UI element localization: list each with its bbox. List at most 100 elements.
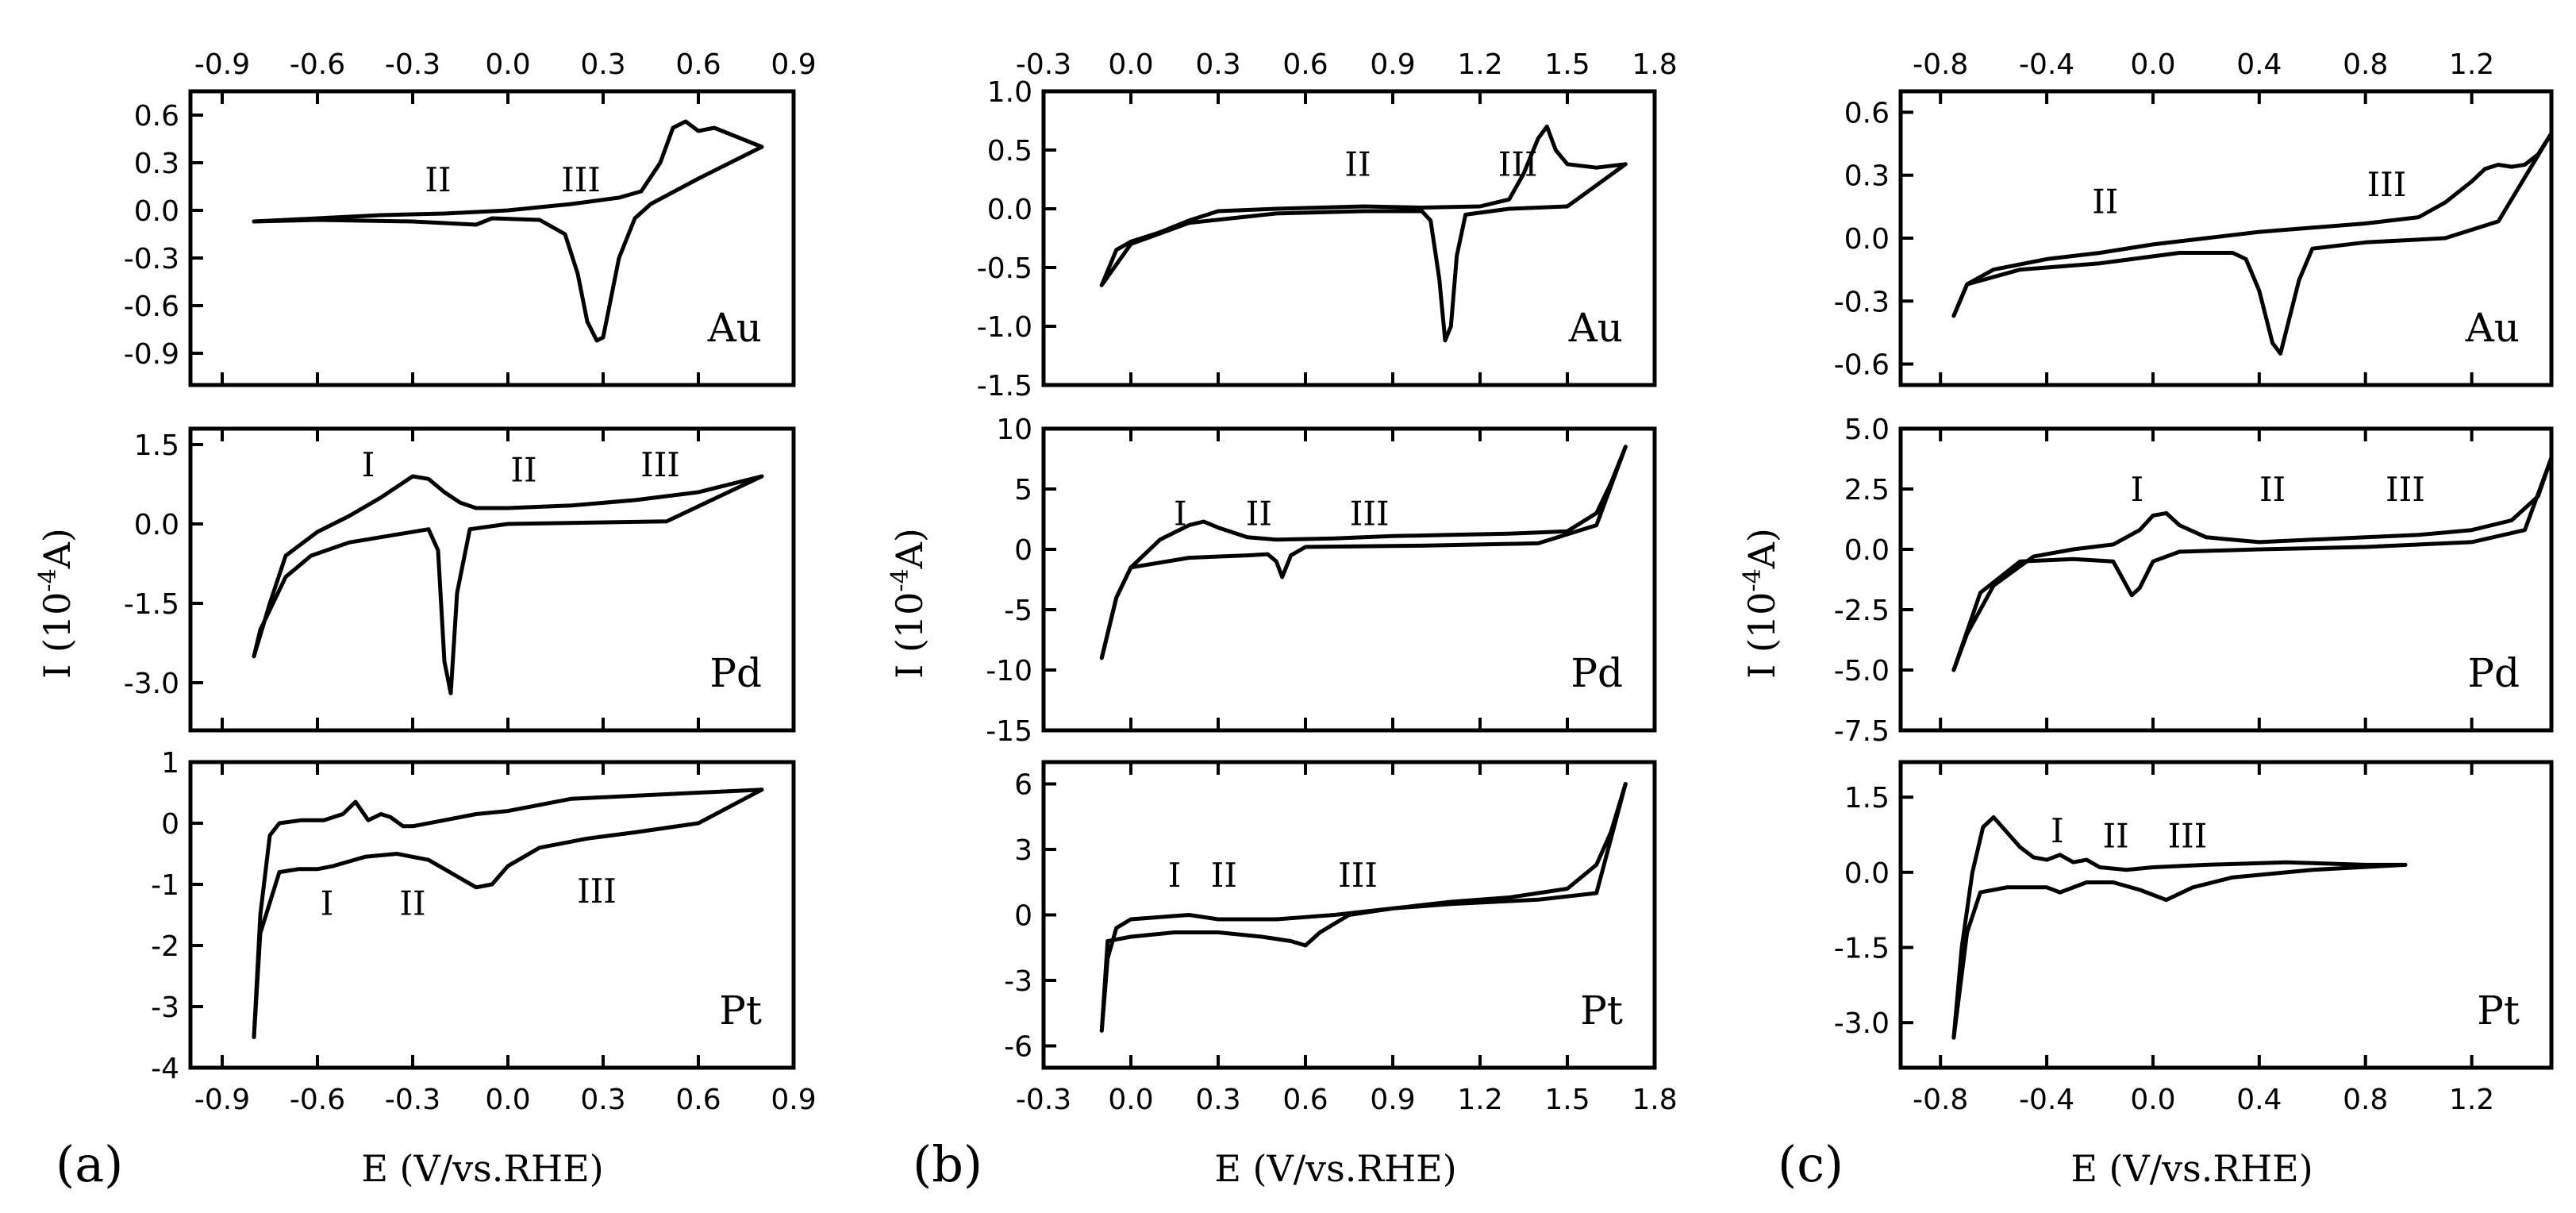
y-tick-label: -0.6 <box>124 291 179 323</box>
fig-a-top-xtick-label: 0.3 <box>580 48 625 81</box>
y-axis-title-b: I (10-4A) <box>886 528 931 679</box>
plot-frame <box>1898 426 2554 733</box>
region-annotation: III <box>2168 816 2208 855</box>
y-tick-label: 3 <box>1014 834 1032 867</box>
fig-c-bottom-xtick-label: 0.4 <box>2236 1084 2282 1116</box>
y-tick-label: 0.0 <box>134 509 179 541</box>
cv-curve-cathodic <box>252 144 764 343</box>
fig-c-bottom-xtick-label: -0.8 <box>1913 1084 1968 1116</box>
y-tick-label: -1.5 <box>124 588 179 621</box>
y-tick-label: 0.0 <box>987 194 1032 226</box>
y-tick-label: -0.9 <box>124 338 179 371</box>
fig-c-top-xtick-label: 0.4 <box>2236 48 2282 81</box>
region-annotation: I <box>362 445 375 484</box>
cv-curve-cathodic <box>1099 782 1628 1033</box>
y-tick-label: 0 <box>1014 534 1032 567</box>
y-tick-label: -0.5 <box>977 252 1032 285</box>
fig-a-top-xtick-label: -0.3 <box>385 48 440 81</box>
fig-a-bottom-xtick-label: 0.0 <box>485 1084 530 1116</box>
metal-label: Pd <box>2467 650 2520 696</box>
region-annotation: III <box>1338 856 1378 895</box>
panel-label-c: (c) <box>1778 1135 1844 1193</box>
fig-c-top-xtick-label: 0.0 <box>2130 48 2175 81</box>
fig-c-top-xtick-label: -0.4 <box>2019 48 2074 81</box>
y-tick-label: -5 <box>1004 595 1032 627</box>
region-annotation: I <box>1174 495 1187 533</box>
plot-frame <box>188 760 796 1070</box>
y-tick-label: -3.0 <box>124 668 179 700</box>
plot-frame <box>1898 760 2554 1070</box>
fig-b-bottom-xtick-label: 0.3 <box>1195 1084 1240 1116</box>
plot-frame <box>1898 89 2554 387</box>
cv-curve-anodic <box>252 474 764 659</box>
y-tick-label: 0 <box>1014 900 1032 933</box>
y-tick-label: 1.5 <box>134 429 179 462</box>
fig-b-bottom-xtick-label: 0.0 <box>1108 1084 1153 1116</box>
curves <box>252 119 764 343</box>
y-tick-label: -5.0 <box>1834 655 1890 687</box>
region-annotation: III <box>2386 470 2425 509</box>
fig-b-top-xtick-label: -0.3 <box>1016 48 1071 81</box>
curves <box>1951 456 2551 672</box>
y-tick-label: 5.0 <box>1844 414 1890 446</box>
y-tick-label: 0.5 <box>987 135 1032 168</box>
region-annotation: III <box>1498 145 1538 184</box>
y-tick-label: 0.0 <box>1844 223 1890 256</box>
region-annotation: II <box>399 884 425 923</box>
fig-b-top-xtick-label: 0.3 <box>1195 48 1240 81</box>
region-annotation: I <box>2131 470 2144 509</box>
cv-curve-cathodic <box>1099 445 1628 660</box>
metal-label: Au <box>1568 305 1623 351</box>
cv-curve-cathodic <box>1951 131 2551 356</box>
fig-b-top-xtick-label: 0.0 <box>1108 48 1153 81</box>
curves <box>252 787 764 1039</box>
fig-c-bottom-xtick-label: 0.8 <box>2343 1084 2388 1116</box>
region-annotation: III <box>577 872 617 911</box>
y-tick-label: -1.0 <box>977 311 1032 344</box>
y-tick-label: 10 <box>996 414 1032 446</box>
y-tick-label: -3 <box>151 992 179 1024</box>
y-axis-title-a: I (10-4A) <box>34 528 79 679</box>
fig-a-top-xtick-label: 0.9 <box>771 48 816 81</box>
y-tick-label: -3 <box>1004 965 1032 998</box>
fig-b-top-xtick-label: 0.6 <box>1282 48 1328 81</box>
fig-b-bottom-xtick-label: 1.8 <box>1632 1084 1677 1116</box>
y-tick-label: 0.6 <box>134 100 179 133</box>
metal-label: Au <box>2465 305 2520 351</box>
y-tick-label: -4 <box>151 1053 179 1085</box>
fig-c-bottom-xtick-label: -0.4 <box>2019 1084 2074 1116</box>
y-tick-label: -1.5 <box>977 370 1032 402</box>
region-annotation: II <box>1246 495 1272 533</box>
fig-b-top-xtick-label: 1.8 <box>1632 48 1677 81</box>
y-tick-label: 0.3 <box>1844 160 1890 193</box>
y-axis-title-c: I (10-4A) <box>1739 528 1783 679</box>
metal-label: Pt <box>2477 988 2520 1034</box>
x-axis-title-c: E (V/vs.RHE) <box>2070 1147 2313 1190</box>
cv-curve-anodic <box>1951 456 2551 672</box>
fig-a-top-xtick-label: -0.9 <box>194 48 250 81</box>
fig-b-bottom-xtick-label: 1.2 <box>1457 1084 1502 1116</box>
y-tick-label: -1.5 <box>1834 933 1890 965</box>
cv-curve-anodic <box>252 119 764 224</box>
plot-frame <box>1041 426 1657 733</box>
y-tick-label: -0.3 <box>1834 286 1890 318</box>
fig-b-bottom-xtick-label: 0.6 <box>1282 1084 1328 1116</box>
y-tick-label: 1.5 <box>1844 782 1890 814</box>
metal-label: Pt <box>1580 988 1623 1034</box>
y-tick-label: 6 <box>1014 769 1032 802</box>
plot-frame <box>188 426 796 733</box>
plot-frame <box>188 89 796 387</box>
y-tick-label: -3.0 <box>1834 1007 1890 1040</box>
y-tick-label: 2.5 <box>1844 474 1890 506</box>
fig-a-top-xtick-label: 0.6 <box>675 48 721 81</box>
plot-frame <box>1041 89 1657 387</box>
fig-a-bottom-xtick-label: 0.3 <box>580 1084 625 1116</box>
fig-a-bottom-xtick-label: 0.9 <box>771 1084 816 1116</box>
y-tick-label: -1 <box>151 869 179 902</box>
